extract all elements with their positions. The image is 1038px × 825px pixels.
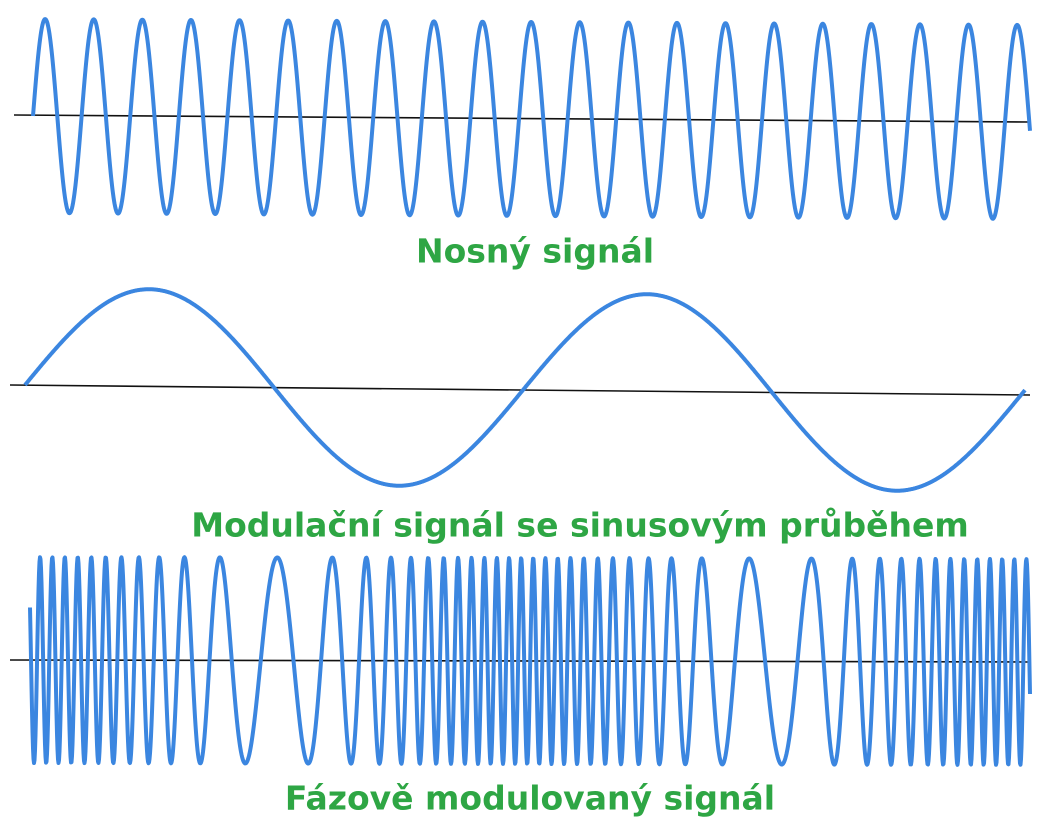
modulating-label: Modulační signál se sinusovým průběhem (191, 506, 969, 545)
pm-label: Fázově modulovaný signál (285, 779, 775, 818)
modulating-wave (23, 287, 1027, 493)
carrier-wave (31, 17, 1032, 221)
carrier-label: Nosný signál (416, 232, 654, 271)
carrier-axis (13, 114, 1031, 123)
modulating-axis (9, 384, 1031, 396)
pm-wave (28, 555, 1032, 767)
